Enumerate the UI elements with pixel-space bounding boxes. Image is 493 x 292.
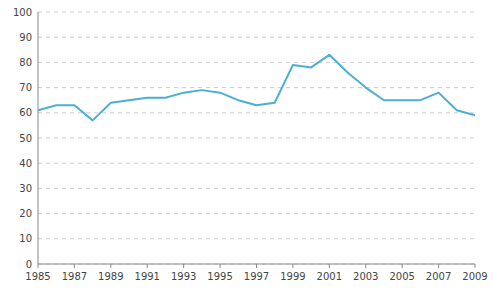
x-tick-label: 2003: [353, 271, 378, 282]
x-tick-label: 2005: [389, 271, 414, 282]
x-tick-label: 1997: [244, 271, 269, 282]
y-tick-label: 20: [19, 208, 32, 219]
x-tick-label: 1995: [207, 271, 232, 282]
y-tick-label: 50: [19, 133, 32, 144]
grid-line: [38, 37, 475, 38]
x-tick: [402, 264, 403, 268]
x-tick: [365, 264, 366, 268]
x-tick-label: 1999: [280, 271, 305, 282]
x-tick-label: 1987: [62, 271, 87, 282]
data: [38, 55, 475, 121]
grid-line: [38, 188, 475, 189]
grid-line: [38, 138, 475, 139]
y-tick-label: 80: [19, 57, 32, 68]
x-tick-label: 2009: [462, 271, 487, 282]
x-tick-label: 2001: [317, 271, 342, 282]
y-axis-line: [38, 12, 39, 264]
x-tick-label: 1985: [25, 271, 50, 282]
x-tick-label: 1993: [171, 271, 196, 282]
y-tick-label: 10: [19, 233, 32, 244]
grid-line: [38, 62, 475, 63]
y-tick-label: 90: [19, 32, 32, 43]
x-tick: [220, 264, 221, 268]
x-tick: [38, 264, 39, 268]
x-tick: [329, 264, 330, 268]
x-tick: [256, 264, 257, 268]
y-tick-labels: 0 10 20 30 40 50 60 70 80 90 100: [13, 7, 32, 270]
grid-line: [38, 213, 475, 214]
y-tick-label: 70: [19, 82, 32, 93]
y-tick-label: 100: [13, 7, 32, 18]
y-tick-label: 60: [19, 107, 32, 118]
x-tick-label: 1991: [135, 271, 160, 282]
y-grid: [38, 12, 475, 264]
chart: 0102030405060708090100198519871989199119…: [0, 0, 493, 292]
y-tick-label: 40: [19, 158, 32, 169]
line: [38, 55, 475, 121]
x-tick: [475, 264, 476, 268]
x-tick: [110, 264, 111, 268]
grid-line: [38, 87, 475, 88]
x-tick-label: 1989: [98, 271, 123, 282]
x-tick: [438, 264, 439, 268]
grid-line: [38, 238, 475, 239]
grid-line: [38, 12, 475, 13]
x-tick-label: 2007: [426, 271, 451, 282]
grid-line: [38, 163, 475, 164]
x-tick: [74, 264, 75, 268]
page: {"chart_data": {"type": "line", "x": [19…: [0, 0, 493, 292]
x-tick: [292, 264, 293, 268]
y-tick-label: 30: [19, 183, 32, 194]
x-ticks: 1985 1987 1989 1991 1993 1995 1997 1999 2001 2003…: [25, 264, 487, 282]
x-tick: [183, 264, 184, 268]
grid-line: [38, 112, 475, 113]
x-tick: [147, 264, 148, 268]
y-tick-label: 0: [26, 259, 32, 270]
